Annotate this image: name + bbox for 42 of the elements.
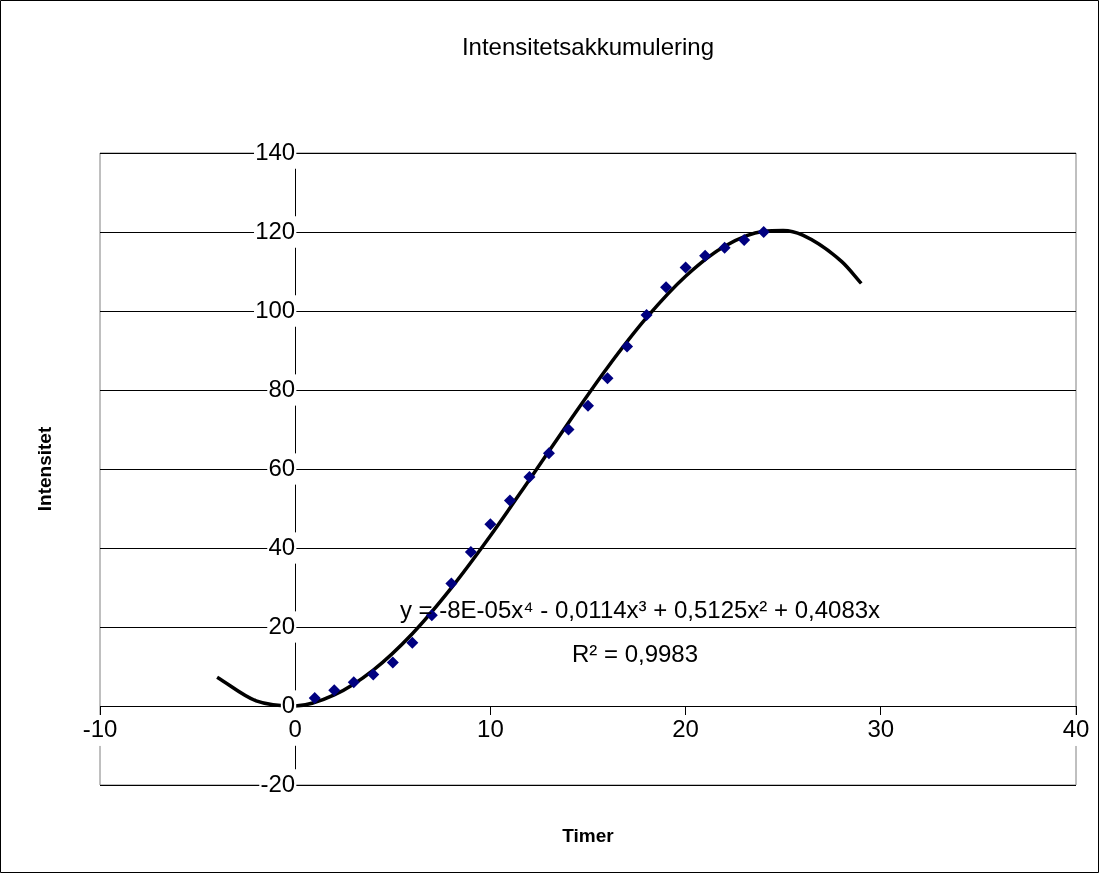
point [738, 233, 751, 246]
y-tick-label: 40 [268, 532, 296, 560]
x-tick-label: 20 [672, 715, 699, 743]
y-tick-label: 120 [255, 216, 296, 244]
x-tick-label: -10 [82, 715, 118, 743]
point [562, 423, 575, 436]
y-tick-label: 0 [281, 690, 296, 718]
x-tick-label: 30 [867, 715, 895, 743]
point [601, 372, 614, 385]
annotation: R² = 0,9983 [571, 639, 699, 667]
point [621, 340, 634, 353]
y-tick-label: 20 [268, 611, 296, 639]
point [523, 470, 536, 483]
y-tick-label: 100 [255, 295, 296, 323]
point [386, 656, 399, 669]
point [445, 577, 458, 590]
point [699, 249, 712, 262]
point [347, 676, 360, 689]
annotation: y = -8E-05x⁴ - 0,0114x³ + 0,5125x² + 0,4083x [399, 595, 881, 623]
point [464, 545, 477, 558]
y-tick-label: 80 [268, 374, 296, 402]
point [503, 494, 516, 507]
point [640, 308, 653, 321]
point [582, 399, 594, 412]
point [484, 518, 497, 531]
y-tick-label: -20 [260, 769, 296, 797]
point [406, 636, 419, 649]
point [718, 241, 731, 254]
point [679, 261, 692, 274]
y-axis-title: Intensitet [34, 426, 56, 512]
y-tick-label: 140 [255, 137, 296, 165]
point [660, 281, 673, 294]
point [757, 226, 770, 238]
point [308, 692, 321, 705]
point [328, 684, 341, 697]
point [542, 447, 555, 460]
x-tick-label: 10 [477, 715, 504, 743]
y-tick-label: 60 [268, 453, 296, 481]
x-tick-label: 40 [1062, 715, 1090, 743]
x-axis-title: Timer [562, 825, 615, 847]
chart-title: Intensitetsakkumulering [461, 32, 715, 60]
point [367, 668, 380, 681]
